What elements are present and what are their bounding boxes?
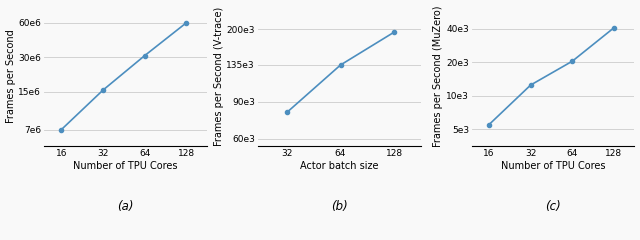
Text: (a): (a) (117, 200, 134, 213)
X-axis label: Number of TPU Cores: Number of TPU Cores (501, 161, 605, 171)
X-axis label: Number of TPU Cores: Number of TPU Cores (73, 161, 178, 171)
Y-axis label: Frames per Second (V-trace): Frames per Second (V-trace) (214, 6, 223, 146)
Text: (c): (c) (545, 200, 561, 213)
X-axis label: Actor batch size: Actor batch size (300, 161, 378, 171)
Text: (b): (b) (331, 200, 348, 213)
Y-axis label: Frames per Second (MuZero): Frames per Second (MuZero) (433, 5, 444, 147)
Y-axis label: Frames per Second: Frames per Second (6, 29, 15, 123)
